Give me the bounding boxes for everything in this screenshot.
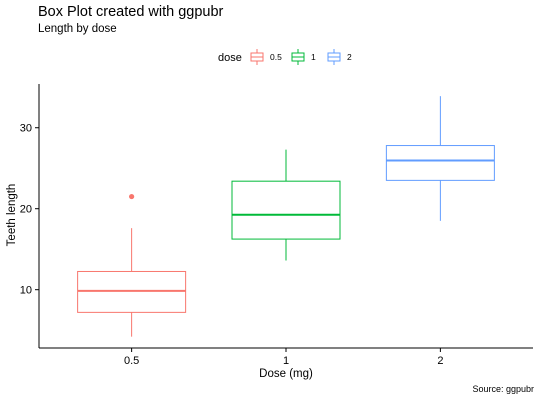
box-iqr — [231, 180, 341, 240]
outlier-point — [129, 193, 135, 200]
box-1 — [231, 149, 341, 261]
box-0.5 — [77, 193, 187, 337]
y-axis-label: Teeth length — [6, 184, 18, 247]
chart-caption: Source: ggpubr — [472, 384, 534, 394]
box-2 — [385, 96, 495, 221]
y-tick-label: 10 — [20, 285, 32, 297]
chart-title: Box Plot created with ggpubr — [38, 4, 224, 20]
legend-label: 1 — [311, 52, 316, 62]
axes: 10 20 30 0.5 1 2 — [20, 84, 533, 367]
box-iqr — [385, 145, 495, 181]
legend-item-1: 1 — [291, 49, 316, 65]
chart-subtitle: Length by dose — [38, 23, 117, 35]
legend-label: 2 — [347, 52, 352, 62]
x-tick-label: 1 — [283, 355, 289, 367]
x-axis-label: Dose (mg) — [259, 368, 313, 380]
box-iqr — [77, 270, 187, 313]
legend-item-0.5: 0.5 — [250, 49, 282, 65]
x-tick-label: 0.5 — [124, 355, 139, 367]
boxes — [77, 96, 495, 337]
legend: dose 0.5 1 2 — [218, 49, 352, 65]
legend-item-2: 2 — [327, 49, 352, 65]
y-tick-label: 20 — [20, 204, 32, 216]
legend-title: dose — [218, 52, 242, 64]
y-tick-label: 30 — [20, 123, 32, 135]
legend-label: 0.5 — [270, 52, 282, 62]
x-tick-label: 2 — [437, 355, 443, 367]
